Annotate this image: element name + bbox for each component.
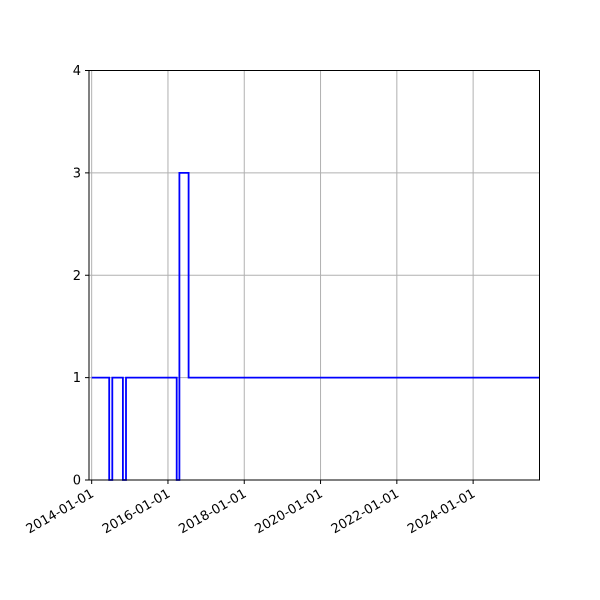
- y-tick-label: 3: [73, 166, 81, 181]
- y-tick-label: 0: [73, 474, 81, 489]
- y-tick-label: 1: [73, 371, 81, 386]
- y-tick-label: 2: [73, 269, 81, 284]
- y-tick-label: 4: [73, 64, 81, 79]
